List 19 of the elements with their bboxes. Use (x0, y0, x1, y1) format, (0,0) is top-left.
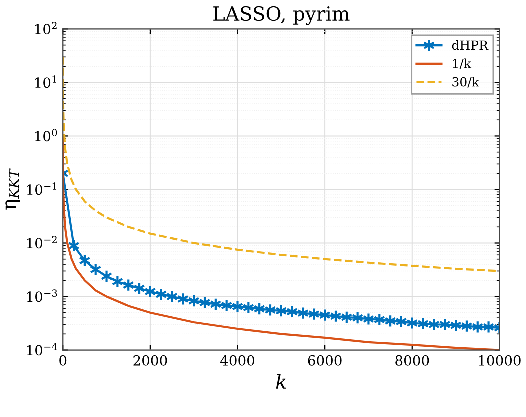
x-tick-label: 8000 (396, 355, 430, 366)
chart-title: LASSO, pyrim (214, 6, 350, 26)
y-axis-title: η$_{KKT}$ (6, 168, 20, 210)
y-tick-label: 10$^{−4}$ (27, 343, 58, 356)
y-tick-label: 10$^{−1}$ (27, 182, 57, 196)
y-tick-label: 10$^{−2}$ (27, 236, 57, 249)
x-tick-label: 2000 (134, 355, 168, 366)
x-tick-label: 0 (60, 355, 67, 366)
x-tick-label: 4000 (220, 355, 254, 366)
x-tick-label: 10000 (479, 355, 521, 366)
legend-label: 30/k (452, 77, 480, 88)
x-tick-label: 6000 (308, 355, 342, 366)
x-axis-title: k (276, 374, 286, 389)
y-tick-label: 10$^{−3}$ (27, 290, 58, 302)
legend-label: 1/k (453, 58, 472, 70)
y-tick-label: 10$^{0}$ (36, 129, 58, 142)
y-tick-label: 10$^{2}$ (36, 22, 57, 35)
y-tick-label: 10$^{1}$ (36, 76, 56, 88)
legend-label: dHPR (452, 40, 489, 50)
